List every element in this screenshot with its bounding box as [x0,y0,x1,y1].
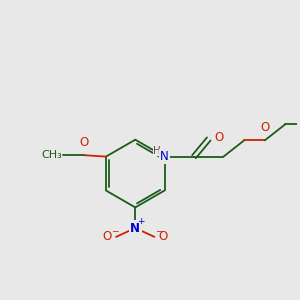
Text: O: O [215,131,224,144]
Text: +: + [137,217,144,226]
Text: CH₃: CH₃ [41,150,62,160]
Text: O: O [79,136,88,149]
Text: O: O [260,121,269,134]
Text: H: H [153,146,161,156]
Text: N: N [160,150,169,163]
Text: N: N [130,221,140,235]
Text: −: − [155,226,163,235]
Text: O: O [159,230,168,243]
Text: O: O [103,230,112,243]
Text: −: − [111,226,118,235]
